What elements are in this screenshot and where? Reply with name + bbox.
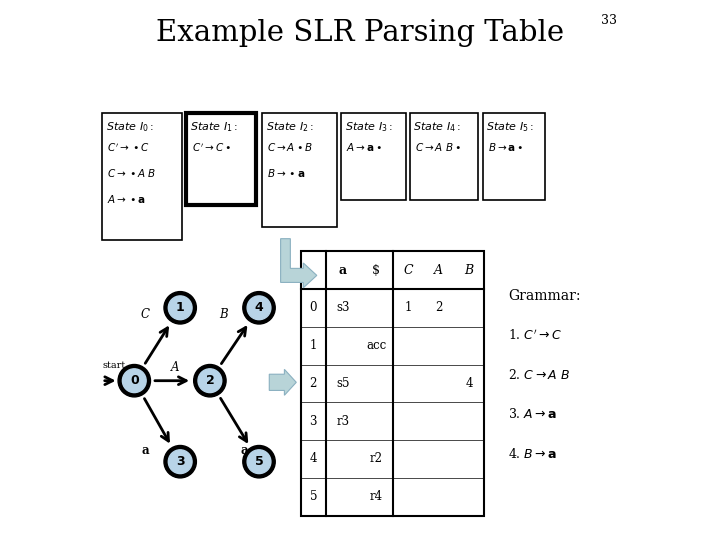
Circle shape xyxy=(164,292,197,324)
Text: $\it{State}\ I_0:$: $\it{State}\ I_0:$ xyxy=(106,120,154,134)
Text: 2: 2 xyxy=(310,377,317,390)
Text: r2: r2 xyxy=(369,453,383,465)
Circle shape xyxy=(247,296,271,320)
Text: 4: 4 xyxy=(465,377,473,390)
Text: 3. $A \rightarrow \mathbf{a}$: 3. $A \rightarrow \mathbf{a}$ xyxy=(508,407,558,421)
Text: 3: 3 xyxy=(310,415,317,428)
Text: Example SLR Parsing Table: Example SLR Parsing Table xyxy=(156,19,564,47)
Circle shape xyxy=(168,450,192,474)
Text: 1: 1 xyxy=(310,339,317,352)
Text: $\it{State}\ I_5:$: $\it{State}\ I_5:$ xyxy=(487,120,534,134)
Text: a: a xyxy=(240,444,248,457)
Text: $\it{State}\ I_3:$: $\it{State}\ I_3:$ xyxy=(345,120,393,134)
Text: 4: 4 xyxy=(255,301,264,314)
Text: s3: s3 xyxy=(336,301,350,314)
Circle shape xyxy=(247,450,271,474)
Bar xyxy=(410,113,478,200)
Text: B: B xyxy=(464,264,474,276)
Text: $C \rightarrow A\ B\bullet$: $C \rightarrow A\ B\bullet$ xyxy=(415,141,462,153)
Text: 1: 1 xyxy=(176,301,184,314)
Text: 2: 2 xyxy=(435,301,442,314)
Text: 4. $B \rightarrow \mathbf{a}$: 4. $B \rightarrow \mathbf{a}$ xyxy=(508,447,558,461)
Circle shape xyxy=(243,292,275,324)
Bar xyxy=(262,113,338,227)
Text: C: C xyxy=(141,308,150,321)
Text: $\it{State}\ I_4:$: $\it{State}\ I_4:$ xyxy=(413,120,462,134)
Bar xyxy=(482,113,544,200)
Text: $C \rightarrow \bullet A\ B$: $C \rightarrow \bullet A\ B$ xyxy=(107,167,157,179)
Polygon shape xyxy=(281,239,317,288)
Circle shape xyxy=(164,446,197,478)
Text: $C \rightarrow A\bullet B$: $C \rightarrow A\bullet B$ xyxy=(267,141,313,153)
Text: acc: acc xyxy=(366,339,387,352)
Text: A: A xyxy=(171,361,179,374)
Text: 3: 3 xyxy=(176,455,184,468)
Text: 5: 5 xyxy=(255,455,264,468)
Bar xyxy=(102,113,181,240)
Text: 0: 0 xyxy=(310,301,317,314)
Text: a: a xyxy=(338,264,347,276)
Text: C: C xyxy=(403,264,413,276)
Text: a: a xyxy=(142,444,149,457)
Text: $\it{State}\ I_1:$: $\it{State}\ I_1:$ xyxy=(190,120,238,134)
Circle shape xyxy=(198,369,222,393)
Text: $A \rightarrow \bullet\mathbf{a}$: $A \rightarrow \bullet\mathbf{a}$ xyxy=(107,193,146,205)
Text: $C' \rightarrow C\bullet$: $C' \rightarrow C\bullet$ xyxy=(192,141,230,154)
Text: 4: 4 xyxy=(310,453,317,465)
Text: s5: s5 xyxy=(336,377,350,390)
Text: 33: 33 xyxy=(600,14,616,26)
Text: $C' \rightarrow \bullet C$: $C' \rightarrow \bullet C$ xyxy=(107,141,150,154)
Text: r4: r4 xyxy=(369,490,383,503)
Text: 5: 5 xyxy=(310,490,317,503)
Text: Grammar:: Grammar: xyxy=(508,289,581,303)
Text: A: A xyxy=(434,264,443,276)
Text: $B \rightarrow \bullet\mathbf{a}$: $B \rightarrow \bullet\mathbf{a}$ xyxy=(267,167,306,179)
Bar xyxy=(186,113,256,205)
Circle shape xyxy=(122,369,146,393)
Bar xyxy=(301,251,485,516)
Text: start: start xyxy=(103,361,126,370)
Text: 2: 2 xyxy=(205,374,215,387)
Bar xyxy=(341,113,406,200)
Text: 1. $C' \rightarrow C$: 1. $C' \rightarrow C$ xyxy=(508,328,563,343)
Text: B: B xyxy=(220,308,228,321)
Circle shape xyxy=(168,296,192,320)
Text: r3: r3 xyxy=(336,415,349,428)
Circle shape xyxy=(243,446,275,478)
Text: $B \rightarrow \mathbf{a}\bullet$: $B \rightarrow \mathbf{a}\bullet$ xyxy=(488,141,523,153)
Text: 2. $C \rightarrow A\ B$: 2. $C \rightarrow A\ B$ xyxy=(508,368,571,382)
Circle shape xyxy=(118,364,150,397)
Text: 0: 0 xyxy=(130,374,139,387)
Circle shape xyxy=(194,364,226,397)
Text: $\it{State}\ I_2:$: $\it{State}\ I_2:$ xyxy=(266,120,314,134)
Text: 1: 1 xyxy=(405,301,412,314)
Text: $: $ xyxy=(372,264,380,276)
Text: $A \rightarrow \mathbf{a}\bullet$: $A \rightarrow \mathbf{a}\bullet$ xyxy=(346,141,382,153)
FancyArrow shape xyxy=(269,369,297,395)
